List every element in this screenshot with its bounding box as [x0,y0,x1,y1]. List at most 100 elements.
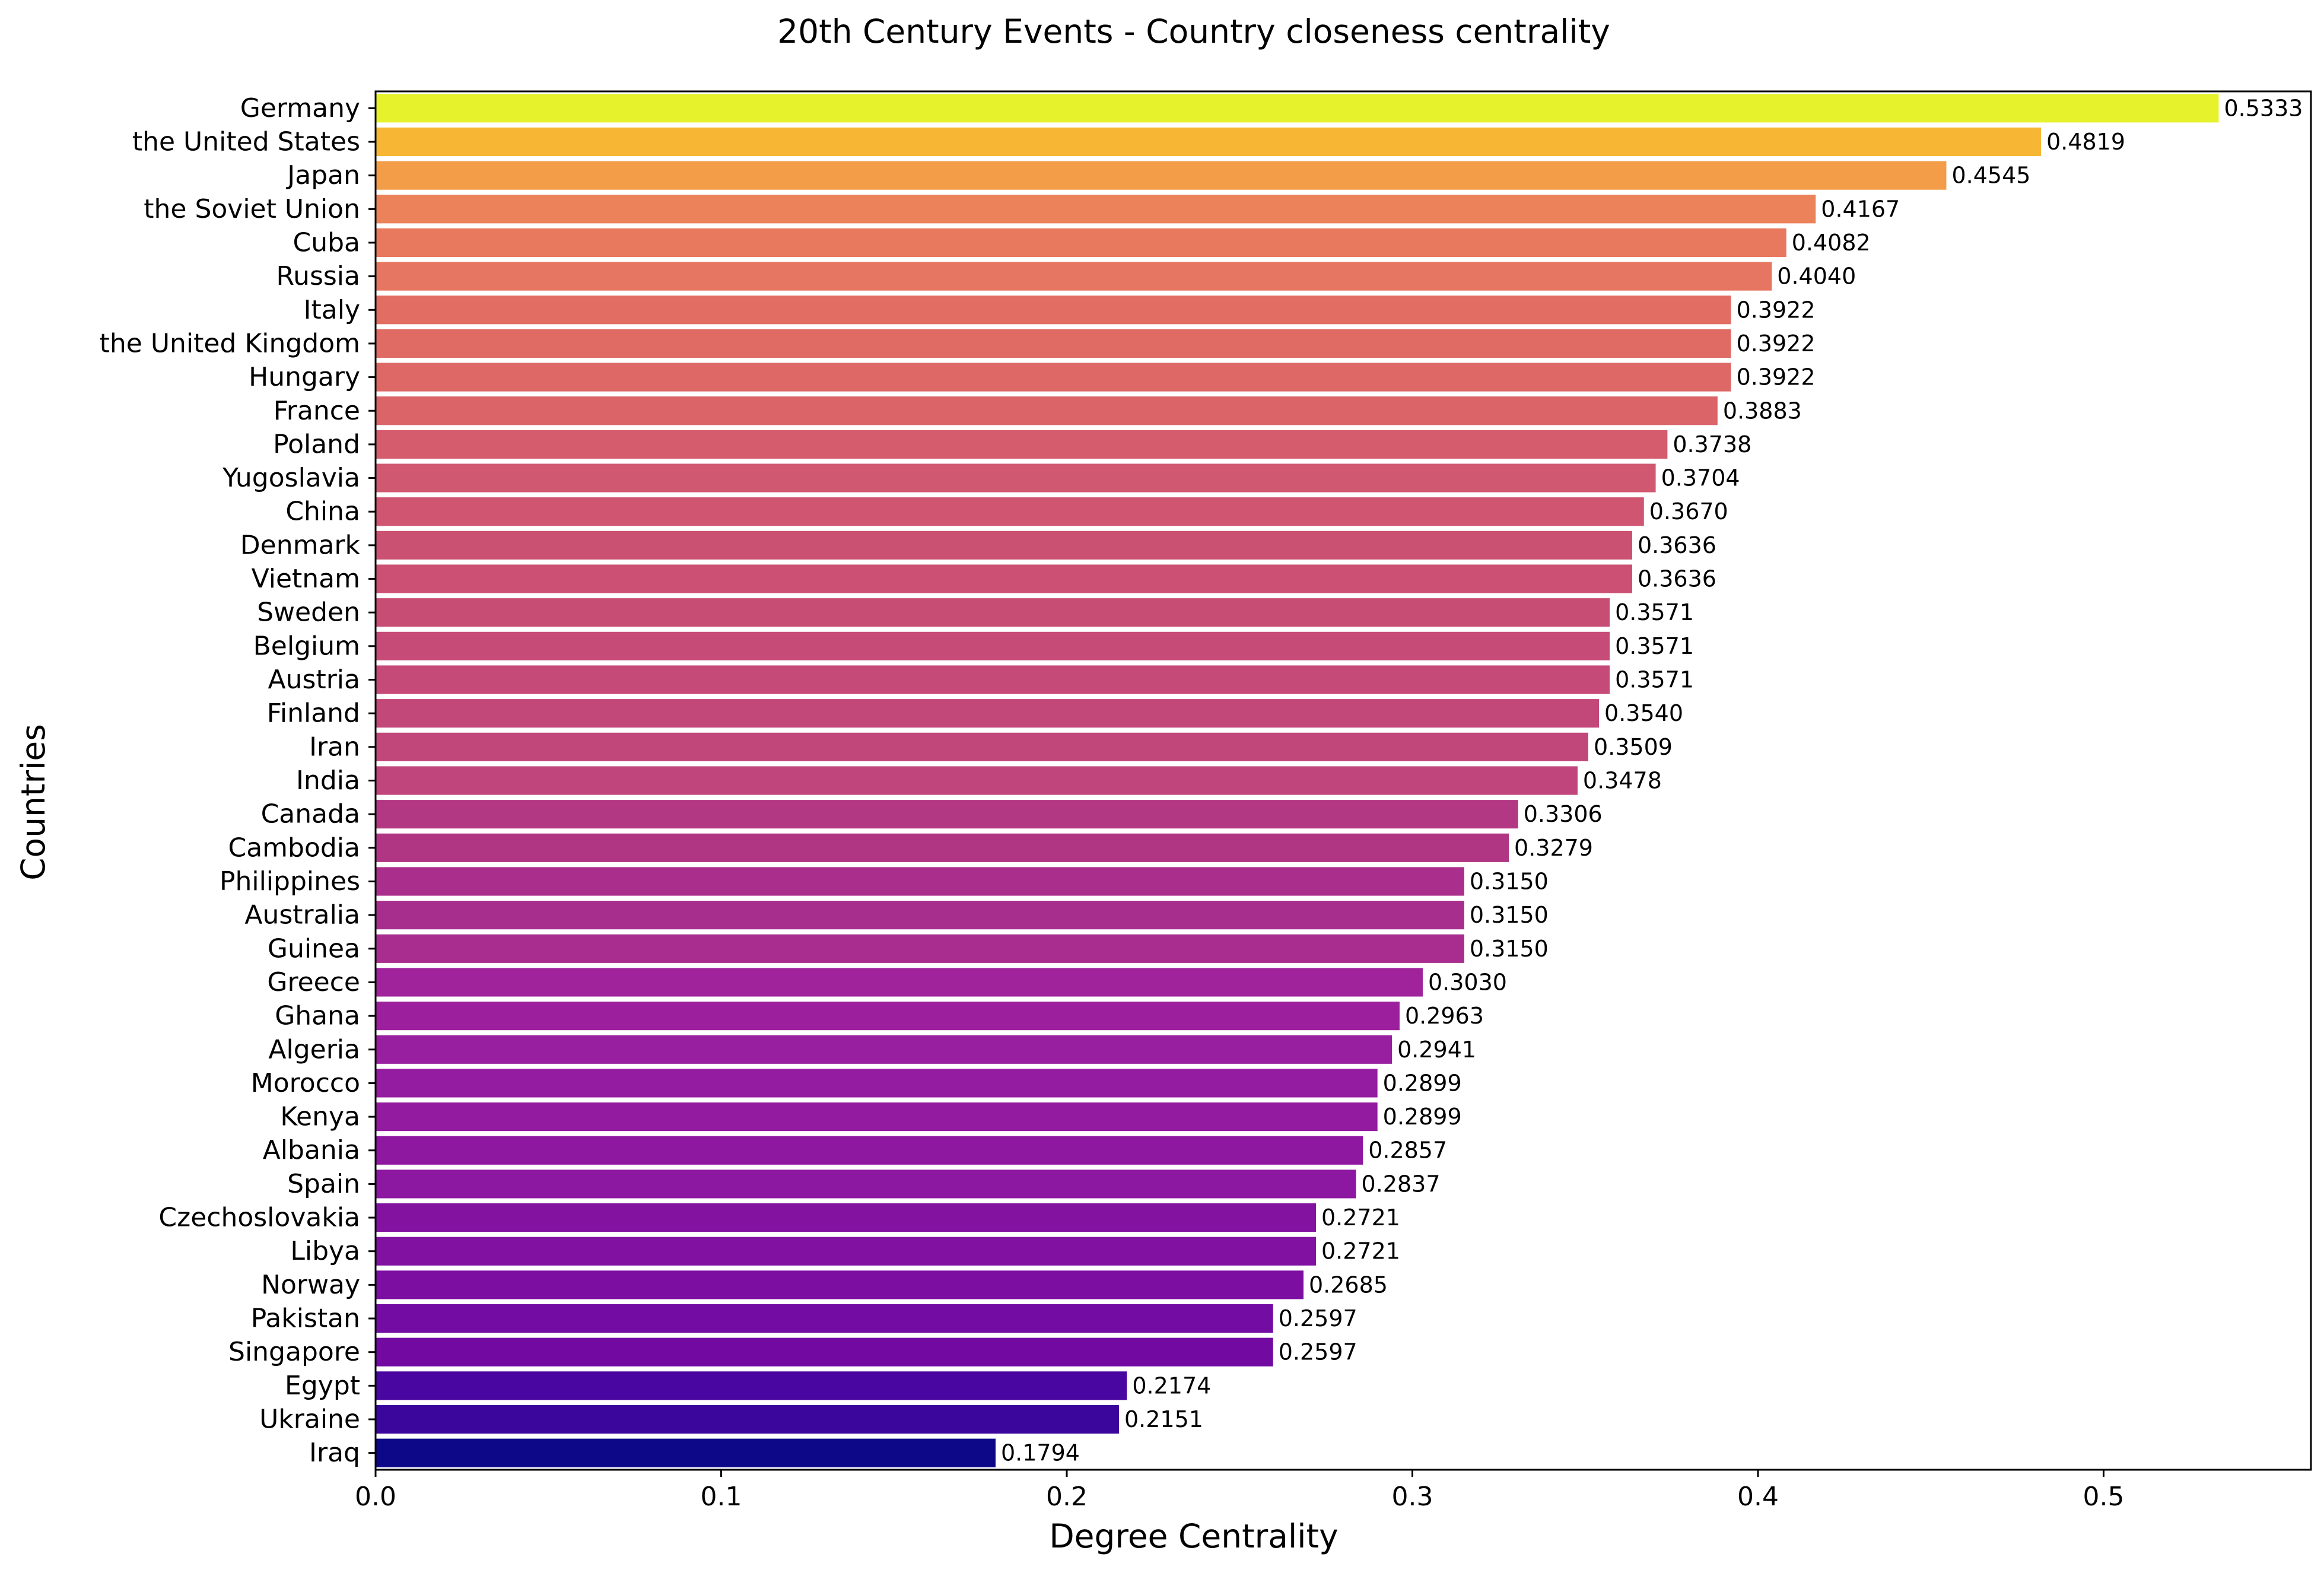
bar [376,732,1588,761]
y-tick-label: France [274,396,360,426]
bar-value-label: 0.3509 [1594,734,1673,760]
bar-value-label: 0.3571 [1615,667,1694,693]
y-tick-label: Czechoslovakia [158,1203,360,1233]
bar [376,228,1786,258]
bar [376,497,1644,526]
bar [376,699,1600,728]
bar-value-label: 0.2721 [1321,1205,1400,1231]
y-tick-label: Vietnam [252,564,360,594]
bar-value-label: 0.3922 [1737,297,1816,323]
y-tick-label: Guinea [268,933,360,964]
x-tick-label: 0.1 [701,1482,742,1512]
x-tick-label: 0.4 [1737,1482,1779,1512]
bar [376,1002,1400,1031]
bar-value-label: 0.3478 [1583,768,1662,794]
y-tick-label: Ukraine [259,1404,360,1435]
bar [376,396,1718,425]
bar-value-label: 0.5333 [2224,95,2303,121]
bar-value-label: 0.2899 [1383,1070,1462,1096]
x-ticks: 0.0 0.1 0.2 0.3 0.4 0.5 [355,1470,2124,1512]
bar-value-label: 0.3571 [1615,633,1694,659]
bar [376,1203,1316,1232]
y-tick-label: Denmark [240,530,361,560]
y-tick-label: Canada [261,799,360,830]
bar-value-label: 0.2151 [1124,1406,1203,1432]
bar [376,127,2042,157]
bar-value-label: 0.3150 [1470,902,1549,928]
y-tick-label: Philippines [220,866,360,897]
bar-value-label: 0.4819 [2046,129,2125,155]
bar [376,1371,1127,1400]
bar [376,665,1610,694]
bar [376,598,1610,627]
y-tick-label: Australia [244,900,360,930]
y-tick-label: Russia [276,261,360,291]
y-tick-label: Italy [304,295,360,325]
bar-value-label: 0.2963 [1405,1003,1484,1029]
x-tick-label: 0.0 [355,1482,396,1512]
bar [376,1069,1378,1098]
bar-value-label: 0.4040 [1777,263,1856,290]
bar [376,363,1731,392]
y-tick-label: Sweden [257,598,360,628]
y-axis-label: Countries [14,724,52,881]
bar [376,1404,1119,1434]
bar [376,1337,1273,1367]
bar-value-label: 0.3279 [1514,835,1593,861]
bar-value-label: 0.4167 [1821,196,1900,222]
x-tick-label: 0.5 [2083,1482,2125,1512]
y-tick-label: Yugoslavia [222,463,360,493]
bar [376,968,1423,997]
bar-value-label: 0.3636 [1638,566,1716,592]
bar [376,901,1464,930]
bar-value-label: 0.4545 [1951,163,2030,189]
bar [376,1270,1304,1299]
y-tick-label: Albania [263,1135,360,1165]
bar-value-label: 0.4082 [1792,230,1871,256]
y-tick-label: Morocco [251,1068,360,1098]
bar-value-label: 0.2899 [1383,1104,1462,1130]
y-tick-label: the United Kingdom [100,328,360,358]
bar-value-label: 0.2857 [1368,1137,1447,1164]
bar-value-label: 0.2721 [1321,1238,1400,1264]
bar-value-label: 0.3922 [1737,364,1816,390]
chart-title: 20th Century Events - Country closeness … [777,12,1610,50]
bar-value-label: 0.2597 [1279,1339,1357,1365]
bar-value-label: 0.3738 [1673,431,1751,457]
y-tick-label: Belgium [253,631,360,661]
y-tick-label: Hungary [249,362,360,392]
y-tick-label: Pakistan [251,1304,360,1334]
bar-value-label: 0.2685 [1309,1272,1388,1298]
y-tick-label: Iraq [309,1438,360,1468]
y-tick-label: China [285,497,360,527]
y-tick-label: Iran [309,732,360,762]
bar [376,262,1772,291]
bar-value-label: 0.3704 [1661,465,1740,491]
bar [376,631,1610,660]
y-tick-label: Germany [240,93,360,123]
bar [376,766,1578,795]
bar-value-label: 0.3150 [1470,936,1549,962]
bar [376,1304,1273,1333]
y-tick-label: Austria [268,665,360,695]
bar-value-label: 0.2174 [1132,1372,1211,1399]
bar-value-label: 0.1794 [1001,1440,1080,1466]
bar [376,1035,1393,1064]
y-tick-label: Ghana [275,1001,360,1031]
bar-value-label: 0.3571 [1615,599,1694,625]
bar-value-label: 0.3306 [1524,801,1603,827]
plot-frame [374,90,2312,1471]
y-tick-label: the Soviet Union [144,194,360,224]
y-tick-label: Spain [287,1169,360,1199]
x-axis-label: Degree Centrality [1049,1517,1338,1555]
y-tick-label: Japan [285,160,360,190]
bar-value-label: 0.3670 [1649,498,1728,525]
bar [376,329,1731,358]
bar-value-label: 0.3883 [1723,398,1802,424]
bar [376,530,1632,560]
y-tick-label: Finland [267,698,360,729]
bar [376,564,1632,593]
